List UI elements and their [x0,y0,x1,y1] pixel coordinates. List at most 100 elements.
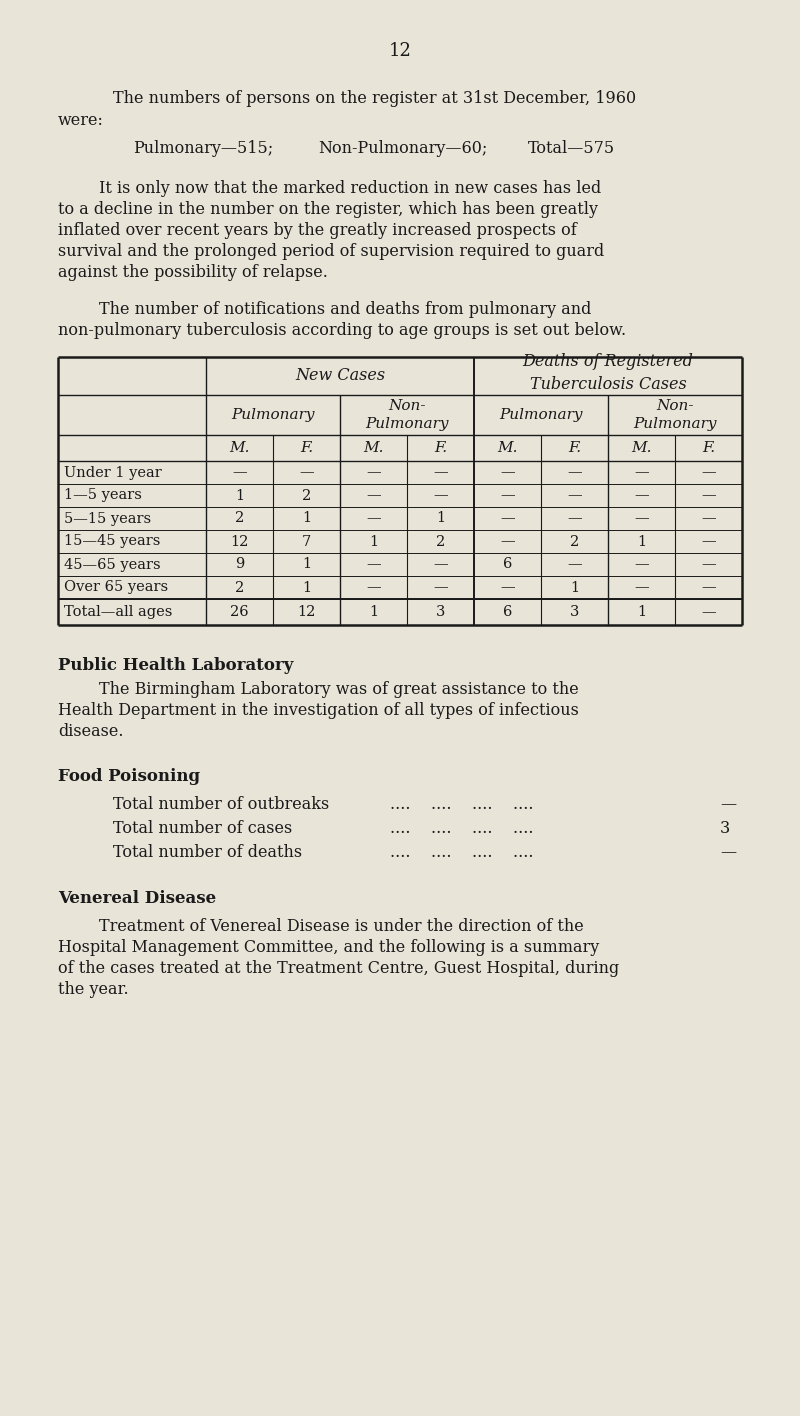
Text: 12: 12 [389,42,411,59]
Text: —: — [433,558,448,572]
Text: 6: 6 [503,558,512,572]
Text: Public Health Laboratory: Public Health Laboratory [58,657,294,674]
Text: —: — [634,558,649,572]
Text: Non-
Pulmonary: Non- Pulmonary [634,399,717,430]
Text: 2: 2 [235,581,244,595]
Text: Food Poisoning: Food Poisoning [58,767,200,784]
Text: 1: 1 [637,534,646,548]
Text: were:: were: [58,112,104,129]
Text: 1: 1 [570,581,579,595]
Text: 5—15 years: 5—15 years [64,511,151,525]
Text: 2: 2 [235,511,244,525]
Text: Treatment of Venereal Disease is under the direction of the: Treatment of Venereal Disease is under t… [58,918,584,935]
Text: Non-
Pulmonary: Non- Pulmonary [366,399,449,430]
Text: 6: 6 [503,605,512,619]
Text: F.: F. [300,440,313,455]
Text: Total—all ages: Total—all ages [64,605,172,619]
Text: M.: M. [498,440,518,455]
Text: —: — [634,466,649,480]
Text: —: — [366,581,381,595]
Text: Venereal Disease: Venereal Disease [58,891,216,908]
Text: 3: 3 [720,820,730,837]
Text: —: — [366,511,381,525]
Text: Total number of deaths: Total number of deaths [113,844,302,861]
Text: 1—5 years: 1—5 years [64,489,142,503]
Text: —: — [366,489,381,503]
Text: inflated over recent years by the greatly increased prospects of: inflated over recent years by the greatl… [58,222,577,239]
Text: M.: M. [631,440,652,455]
Text: It is only now that the marked reduction in new cases has led: It is only now that the marked reduction… [58,180,602,197]
Text: 12: 12 [298,605,316,619]
Text: —: — [500,534,515,548]
Text: —: — [366,466,381,480]
Text: 1: 1 [302,581,311,595]
Text: Pulmonary: Pulmonary [231,408,314,422]
Text: —: — [500,466,515,480]
Text: F.: F. [434,440,447,455]
Text: 3: 3 [570,605,579,619]
Text: —: — [500,581,515,595]
Text: F.: F. [702,440,715,455]
Text: —: — [299,466,314,480]
Text: —: — [433,489,448,503]
Text: 2: 2 [436,534,445,548]
Text: —: — [366,558,381,572]
Text: —: — [433,466,448,480]
Text: —: — [500,511,515,525]
Text: —: — [634,511,649,525]
Text: Health Department in the investigation of all types of infectious: Health Department in the investigation o… [58,702,579,719]
Text: —: — [567,558,582,572]
Text: ....    ....    ....    ....: .... .... .... .... [390,820,534,837]
Text: Over 65 years: Over 65 years [64,581,168,595]
Text: 1: 1 [235,489,244,503]
Text: Hospital Management Committee, and the following is a summary: Hospital Management Committee, and the f… [58,939,599,956]
Text: 1: 1 [302,511,311,525]
Text: New Cases: New Cases [295,368,385,385]
Text: —: — [567,511,582,525]
Text: 45—65 years: 45—65 years [64,558,161,572]
Text: disease.: disease. [58,724,123,741]
Text: ....    ....    ....    ....: .... .... .... .... [390,796,534,813]
Text: —: — [720,796,736,813]
Text: of the cases treated at the Treatment Centre, Guest Hospital, during: of the cases treated at the Treatment Ce… [58,960,619,977]
Text: 1: 1 [369,534,378,548]
Text: M.: M. [363,440,384,455]
Text: 15—45 years: 15—45 years [64,534,160,548]
Text: Non-Pulmonary—60;: Non-Pulmonary—60; [318,140,487,157]
Text: the year.: the year. [58,981,129,998]
Text: —: — [701,581,716,595]
Text: —: — [720,844,736,861]
Text: The Birmingham Laboratory was of great assistance to the: The Birmingham Laboratory was of great a… [58,681,578,698]
Text: Total number of cases: Total number of cases [113,820,292,837]
Text: —: — [701,489,716,503]
Text: The number of notifications and deaths from pulmonary and: The number of notifications and deaths f… [58,302,591,319]
Text: The numbers of persons on the register at 31st December, 1960: The numbers of persons on the register a… [113,91,636,108]
Text: 1: 1 [436,511,445,525]
Text: 3: 3 [436,605,445,619]
Text: 26: 26 [230,605,249,619]
Text: M.: M. [230,440,250,455]
Text: —: — [634,581,649,595]
Text: F.: F. [568,440,581,455]
Text: 2: 2 [302,489,311,503]
Text: —: — [634,489,649,503]
Text: —: — [567,466,582,480]
Text: —: — [701,558,716,572]
Text: ....    ....    ....    ....: .... .... .... .... [390,844,534,861]
Text: —: — [701,466,716,480]
Text: 7: 7 [302,534,311,548]
Text: —: — [232,466,247,480]
Text: Deaths of Registered
Tuberculosis Cases: Deaths of Registered Tuberculosis Cases [522,353,694,392]
Text: to a decline in the number on the register, which has been greatly: to a decline in the number on the regist… [58,201,598,218]
Text: —: — [500,489,515,503]
Text: —: — [433,581,448,595]
Text: —: — [701,534,716,548]
Text: against the possibility of relapse.: against the possibility of relapse. [58,263,328,280]
Text: —: — [701,605,716,619]
Text: —: — [567,489,582,503]
Text: Total number of outbreaks: Total number of outbreaks [113,796,330,813]
Text: 12: 12 [230,534,249,548]
Text: 9: 9 [235,558,244,572]
Text: 1: 1 [637,605,646,619]
Text: Pulmonary: Pulmonary [499,408,582,422]
